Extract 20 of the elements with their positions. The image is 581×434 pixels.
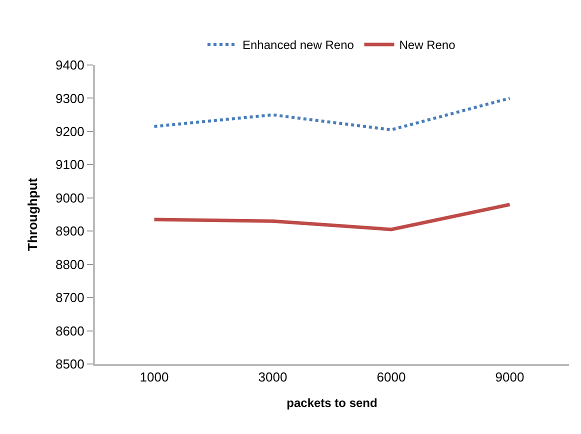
x-tick-label: 6000 — [376, 370, 406, 385]
y-tick-label: 8800 — [55, 256, 84, 272]
x-tick-label: 9000 — [495, 370, 524, 385]
y-tick-label: 9100 — [55, 157, 84, 172]
y-tick-label: 9000 — [55, 190, 84, 206]
line-series — [152, 96, 512, 132]
y-tick-label: 8700 — [55, 290, 84, 306]
x-tick-label: 1000 — [140, 370, 169, 385]
y-tick-label: 9300 — [55, 90, 84, 106]
x-tick-label: 3000 — [258, 370, 288, 385]
line-series — [152, 202, 512, 232]
y-axis-title: Throughput — [24, 177, 40, 251]
legend-label: New Reno — [399, 38, 456, 52]
y-tick-label: 9400 — [55, 58, 84, 73]
y-tick-label: 8500 — [55, 356, 84, 372]
y-tick-label: 9200 — [55, 124, 84, 139]
y-tick-label: 8900 — [55, 224, 84, 239]
legend-label: Enhanced new Reno — [242, 38, 354, 52]
x-axis-title: packets to send — [286, 396, 378, 410]
y-tick-label: 8600 — [55, 323, 84, 338]
